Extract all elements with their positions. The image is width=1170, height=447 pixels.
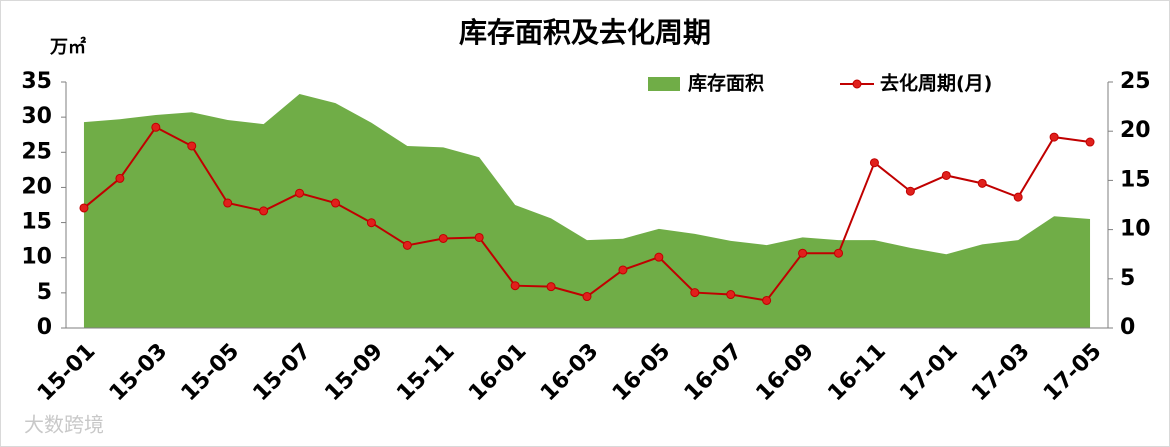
line-point: [474, 232, 484, 242]
line-point: [438, 233, 448, 243]
legend-label: 去化周期(月): [880, 72, 992, 95]
line-point: [330, 198, 340, 208]
line-point: [654, 252, 664, 262]
line-point: [834, 248, 844, 258]
watermark: 大数跨境: [24, 413, 104, 437]
line-point: [762, 295, 772, 305]
chart-title: 库存面积及去化周期: [459, 16, 711, 49]
line-point: [941, 170, 951, 180]
line-point: [1085, 137, 1095, 147]
y-tick-label: 0: [37, 315, 52, 340]
y2-tick-label: 20: [1120, 118, 1151, 143]
line-point: [187, 141, 197, 151]
y2-tick-label: 25: [1120, 69, 1151, 94]
line-point: [977, 178, 987, 188]
line-point: [366, 218, 376, 228]
y2-tick-label: 5: [1120, 266, 1135, 291]
y-tick-label: 25: [21, 139, 52, 164]
line-point: [546, 282, 556, 292]
line-point: [690, 288, 700, 298]
line-point: [259, 206, 269, 216]
line-point: [869, 158, 879, 168]
legend-marker: [852, 79, 862, 89]
area: [83, 93, 1091, 328]
y-tick-label: 35: [21, 69, 52, 94]
line-point: [1013, 192, 1023, 202]
line-point: [618, 265, 628, 275]
line-point: [510, 281, 520, 291]
line-point: [1049, 132, 1059, 142]
y-axis-unit: 万㎡: [49, 36, 86, 58]
line-point: [151, 122, 161, 132]
y2-tick-label: 0: [1120, 315, 1135, 340]
line-point: [295, 188, 305, 198]
line-point: [798, 248, 808, 258]
y-tick-label: 20: [21, 174, 52, 199]
y2-tick-label: 15: [1120, 167, 1151, 192]
line-point: [115, 173, 125, 183]
line-point: [726, 290, 736, 300]
legend-swatch: [648, 77, 680, 91]
y-tick-label: 10: [21, 245, 52, 270]
y-tick-label: 5: [37, 280, 52, 305]
legend-label: 库存面积: [688, 72, 764, 95]
line-point: [905, 186, 915, 196]
line-point: [402, 240, 412, 250]
line-point: [79, 203, 89, 213]
y-tick-label: 15: [21, 210, 52, 235]
y2-tick-label: 10: [1120, 217, 1151, 242]
line-point: [582, 292, 592, 302]
line-point: [223, 198, 233, 208]
y-tick-label: 30: [21, 104, 52, 129]
